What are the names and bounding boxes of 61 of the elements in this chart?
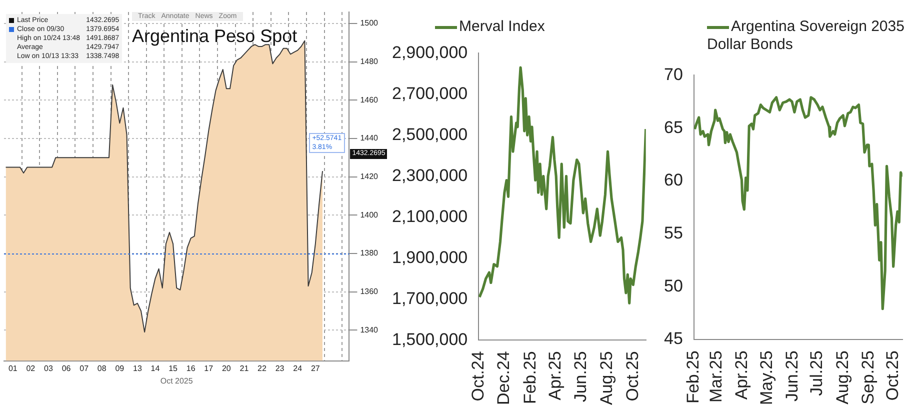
x-tick-label: 17 <box>204 364 214 373</box>
y-tick-label: 1380 <box>360 248 379 258</box>
x-tick-label: 23 <box>275 364 285 373</box>
x-tick-label: Oct.25 <box>883 350 902 401</box>
x-axis-title: Oct 2025 <box>160 376 194 386</box>
x-tick-label: 01 <box>8 364 18 373</box>
y-tick-label: 1,900,000 <box>392 248 468 267</box>
x-tick-label: 27 <box>310 364 320 373</box>
legend-label: Merval Index <box>458 18 546 36</box>
x-tick-label: 15 <box>168 364 178 373</box>
x-tick-label: Feb.25 <box>684 350 703 404</box>
x-tick-label: 13 <box>133 364 142 373</box>
x-tick-label: Jun.25 <box>782 350 802 402</box>
x-tick-label: 16 <box>186 364 196 373</box>
x-tick-label: 02 <box>26 364 36 373</box>
y-tick-label: 2,700,000 <box>392 84 468 103</box>
x-tick-label: Apr.25 <box>732 350 752 400</box>
y-tick-label: 1420 <box>360 172 379 182</box>
x-tick-label: 07 <box>80 364 90 373</box>
x-tick-label: Oct.24 <box>468 351 488 402</box>
text: Argentina Peso Spot <box>132 26 298 47</box>
y-tick-label: 1360 <box>360 287 379 296</box>
x-tick-label: 22 <box>258 364 268 373</box>
x-tick-label: 24 <box>293 364 303 373</box>
y-tick-label: 1400 <box>360 210 379 220</box>
y-tick-label: 1,500,000 <box>392 330 468 349</box>
y-tick-label: 1440 <box>360 134 379 143</box>
x-tick-label: 03 <box>44 364 54 373</box>
x-tick-label: 08 <box>97 364 107 373</box>
y-tick-label: 1340 <box>360 325 379 334</box>
y-tick-label: 1460 <box>360 95 379 104</box>
y-tick-label: 55 <box>664 223 683 242</box>
x-tick-label: 21 <box>240 364 250 373</box>
x-tick-label: Apr.25 <box>545 351 564 400</box>
x-tick-label: Feb.25 <box>520 351 540 404</box>
y-tick-label: 2,900,000 <box>392 42 468 62</box>
y-tick-label: 70 <box>664 64 683 84</box>
y-tick-label: 2,500,000 <box>392 124 468 144</box>
x-tick-label: Jun.25 <box>571 351 590 402</box>
x-tick-label: May.25 <box>756 350 776 406</box>
x-tick-label: Aug.25 <box>832 350 852 404</box>
x-tick-label: Oct.25 <box>622 351 642 402</box>
x-tick-label: Sep.25 <box>858 350 878 404</box>
legend-label: Argentina Sovereign 2035 Dollar Bonds <box>707 18 906 54</box>
y-tick-label: 1500 <box>360 18 379 28</box>
y-tick-label: 2,100,000 <box>392 206 468 226</box>
x-tick-label: Aug.25 <box>597 351 616 406</box>
x-tick-label: 09 <box>115 364 125 373</box>
x-tick-label: 14 <box>150 364 160 373</box>
y-tick-label: 50 <box>664 276 683 296</box>
x-tick-label: 06 <box>62 364 72 373</box>
y-tick-label: 45 <box>664 329 683 348</box>
x-tick-label: Dec.24 <box>494 351 514 405</box>
y-tick-label: 60 <box>664 170 683 190</box>
y-tick-label: 65 <box>664 118 683 137</box>
x-tick-label: 20 <box>222 364 232 373</box>
x-tick-label: Mar.25 <box>706 350 726 402</box>
y-tick-label: 1,700,000 <box>392 288 468 308</box>
x-tick-label: Jul.25 <box>807 350 826 396</box>
y-tick-label: 2,300,000 <box>392 166 468 185</box>
y-tick-label: 1480 <box>360 57 379 66</box>
